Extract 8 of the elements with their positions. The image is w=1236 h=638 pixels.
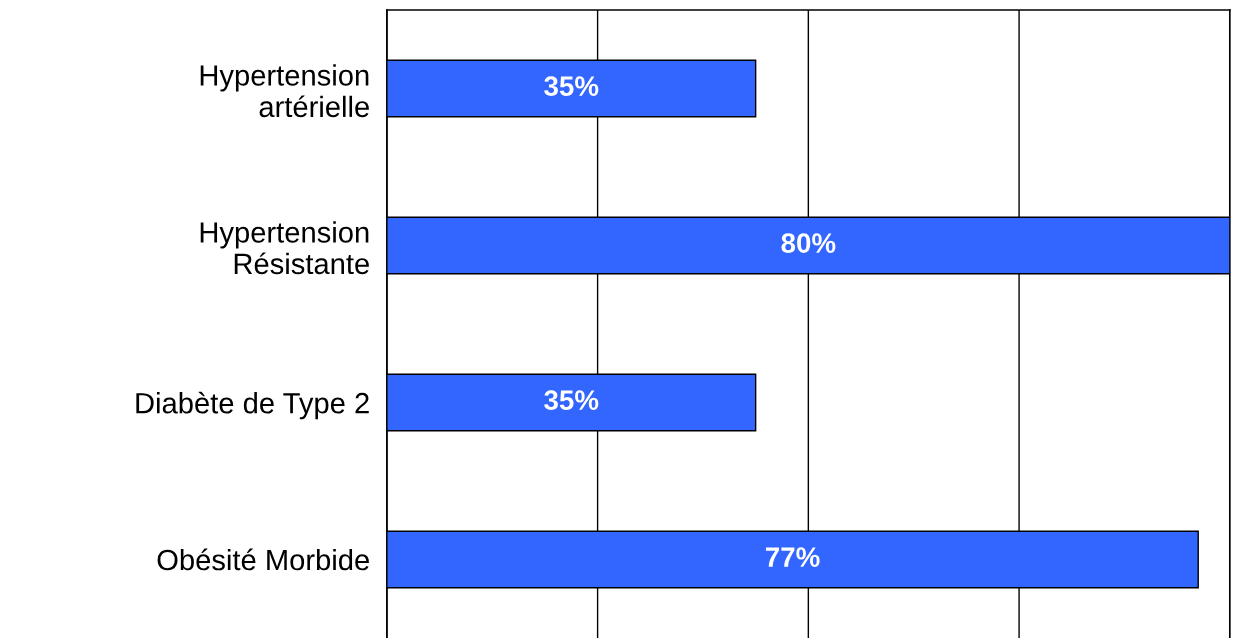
- data-label: 35%: [544, 390, 599, 410]
- y-tick-label: Diabète de Type 2: [136, 391, 369, 420]
- y-tick-label: Hypertension artérielle: [200, 64, 369, 118]
- y-tick-label: Hypertension Résistante: [200, 221, 369, 275]
- y-tick-label: Obésité Morbide: [157, 548, 369, 571]
- data-label: 77%: [765, 547, 820, 567]
- data-label: 80%: [781, 233, 836, 253]
- data-label: 35%: [544, 76, 599, 96]
